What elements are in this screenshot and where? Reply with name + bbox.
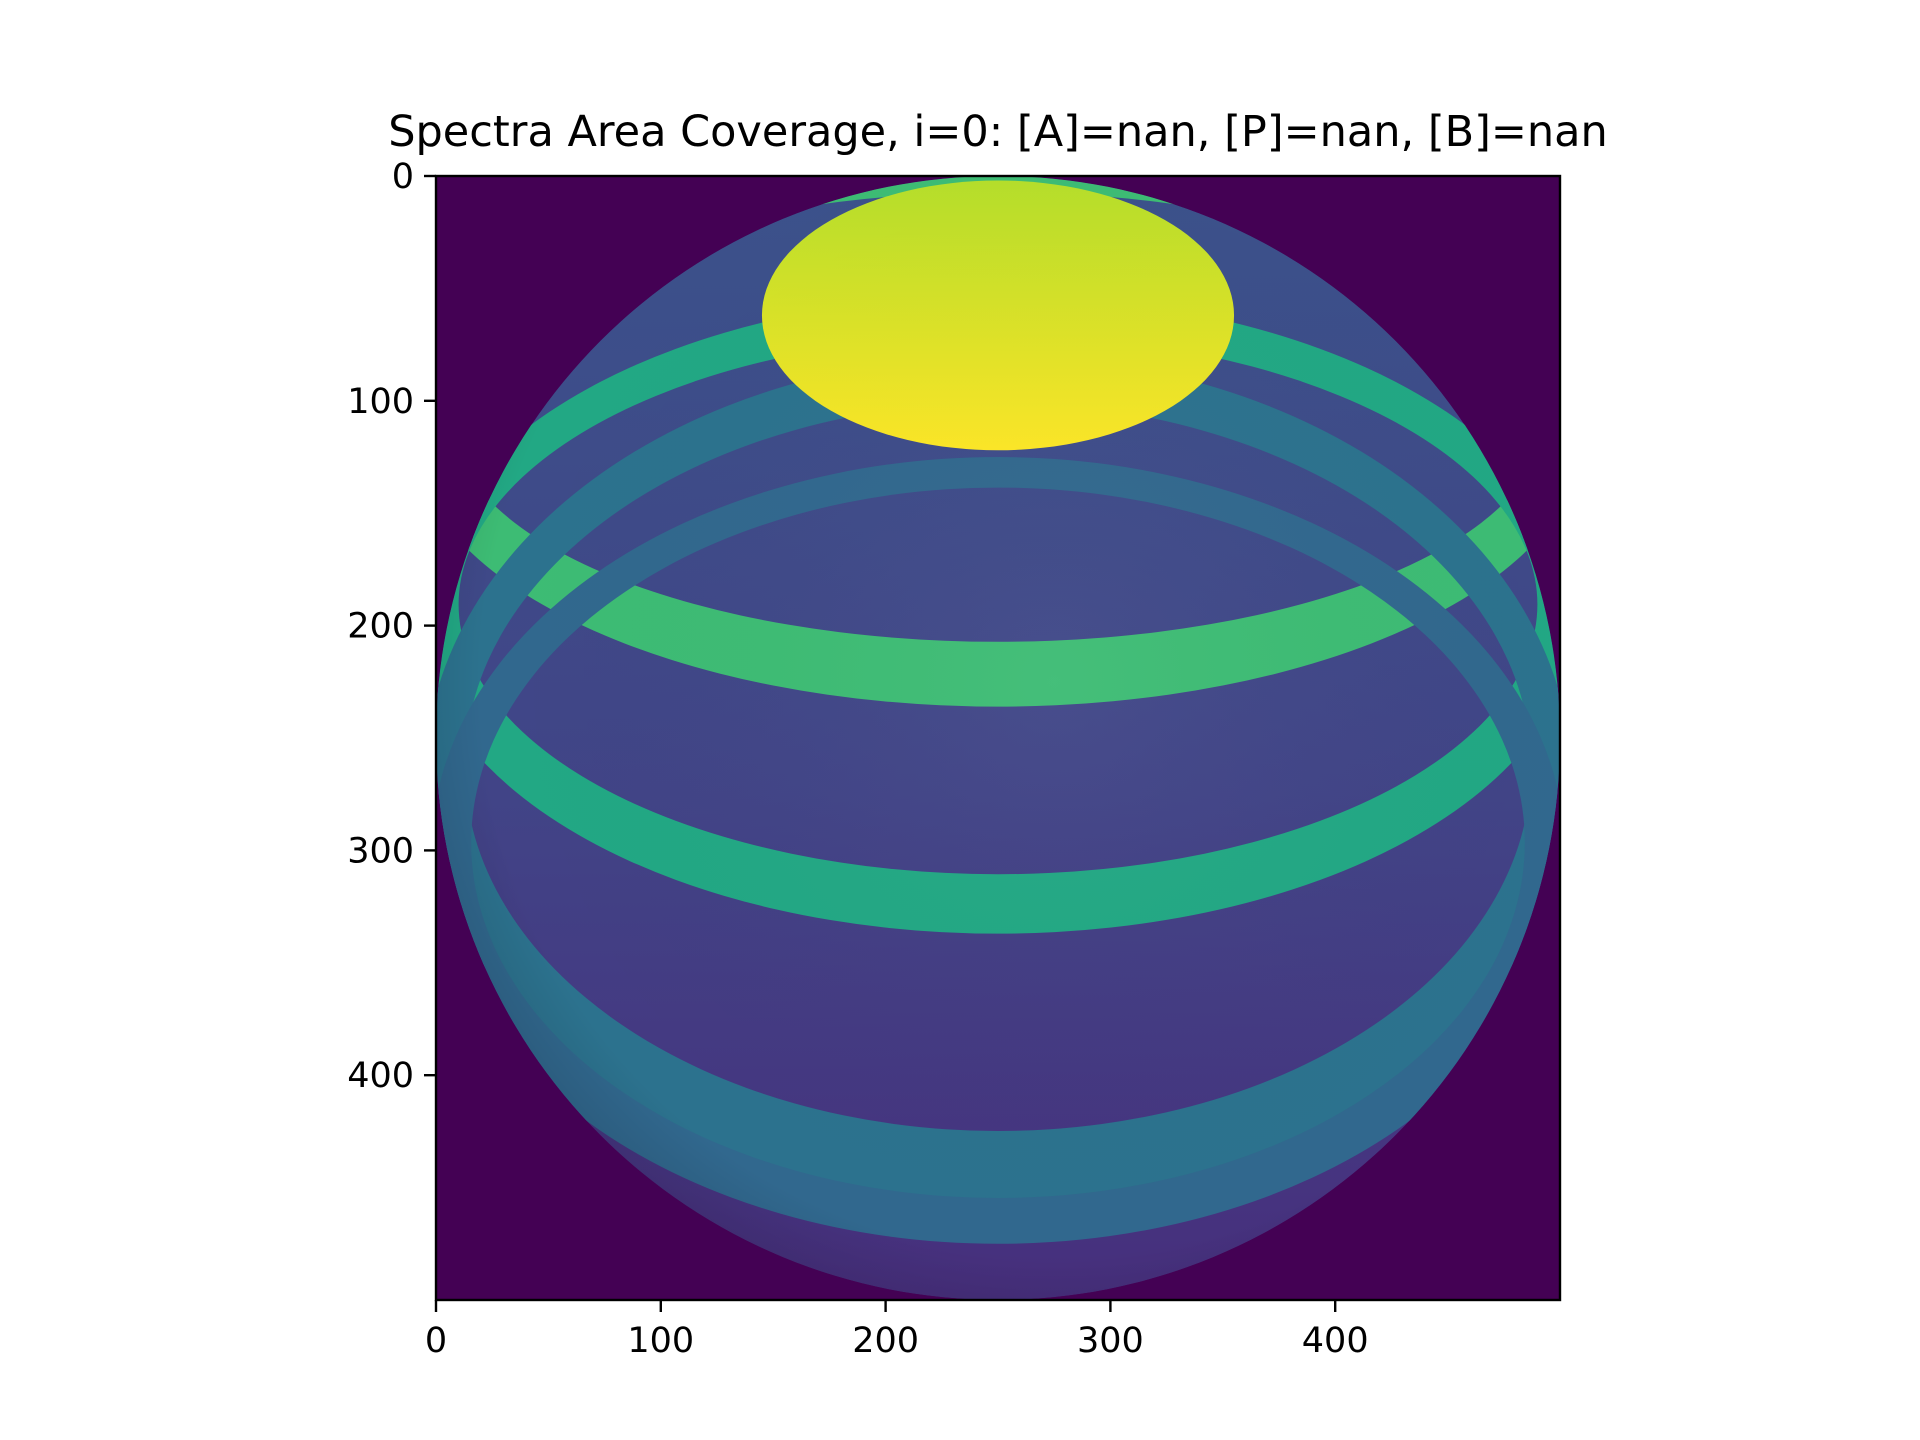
y-tick-label: 400: [347, 1056, 414, 1096]
x-tick-label: 400: [1302, 1321, 1369, 1361]
x-axis: 0 100 200 300 400: [425, 1300, 1369, 1361]
heatmap-image: [436, 176, 1560, 1300]
y-tick-label: 100: [347, 382, 414, 422]
x-tick-label: 200: [852, 1321, 919, 1361]
axes-frame: [434, 174, 1562, 1302]
y-axis: 0 100 200 300 400: [347, 157, 436, 1096]
y-tick-label: 300: [347, 831, 414, 871]
chart-title: Spectra Area Coverage, i=0: [A]=nan, [P]…: [388, 107, 1608, 157]
y-tick-label: 200: [347, 607, 414, 647]
x-tick-label: 300: [1077, 1321, 1144, 1361]
y-tick-label: 0: [392, 157, 414, 197]
x-tick-label: 0: [425, 1321, 447, 1361]
x-tick-label: 100: [627, 1321, 694, 1361]
sphere: [436, 176, 1560, 1300]
sphere-shading: [436, 176, 1560, 1300]
